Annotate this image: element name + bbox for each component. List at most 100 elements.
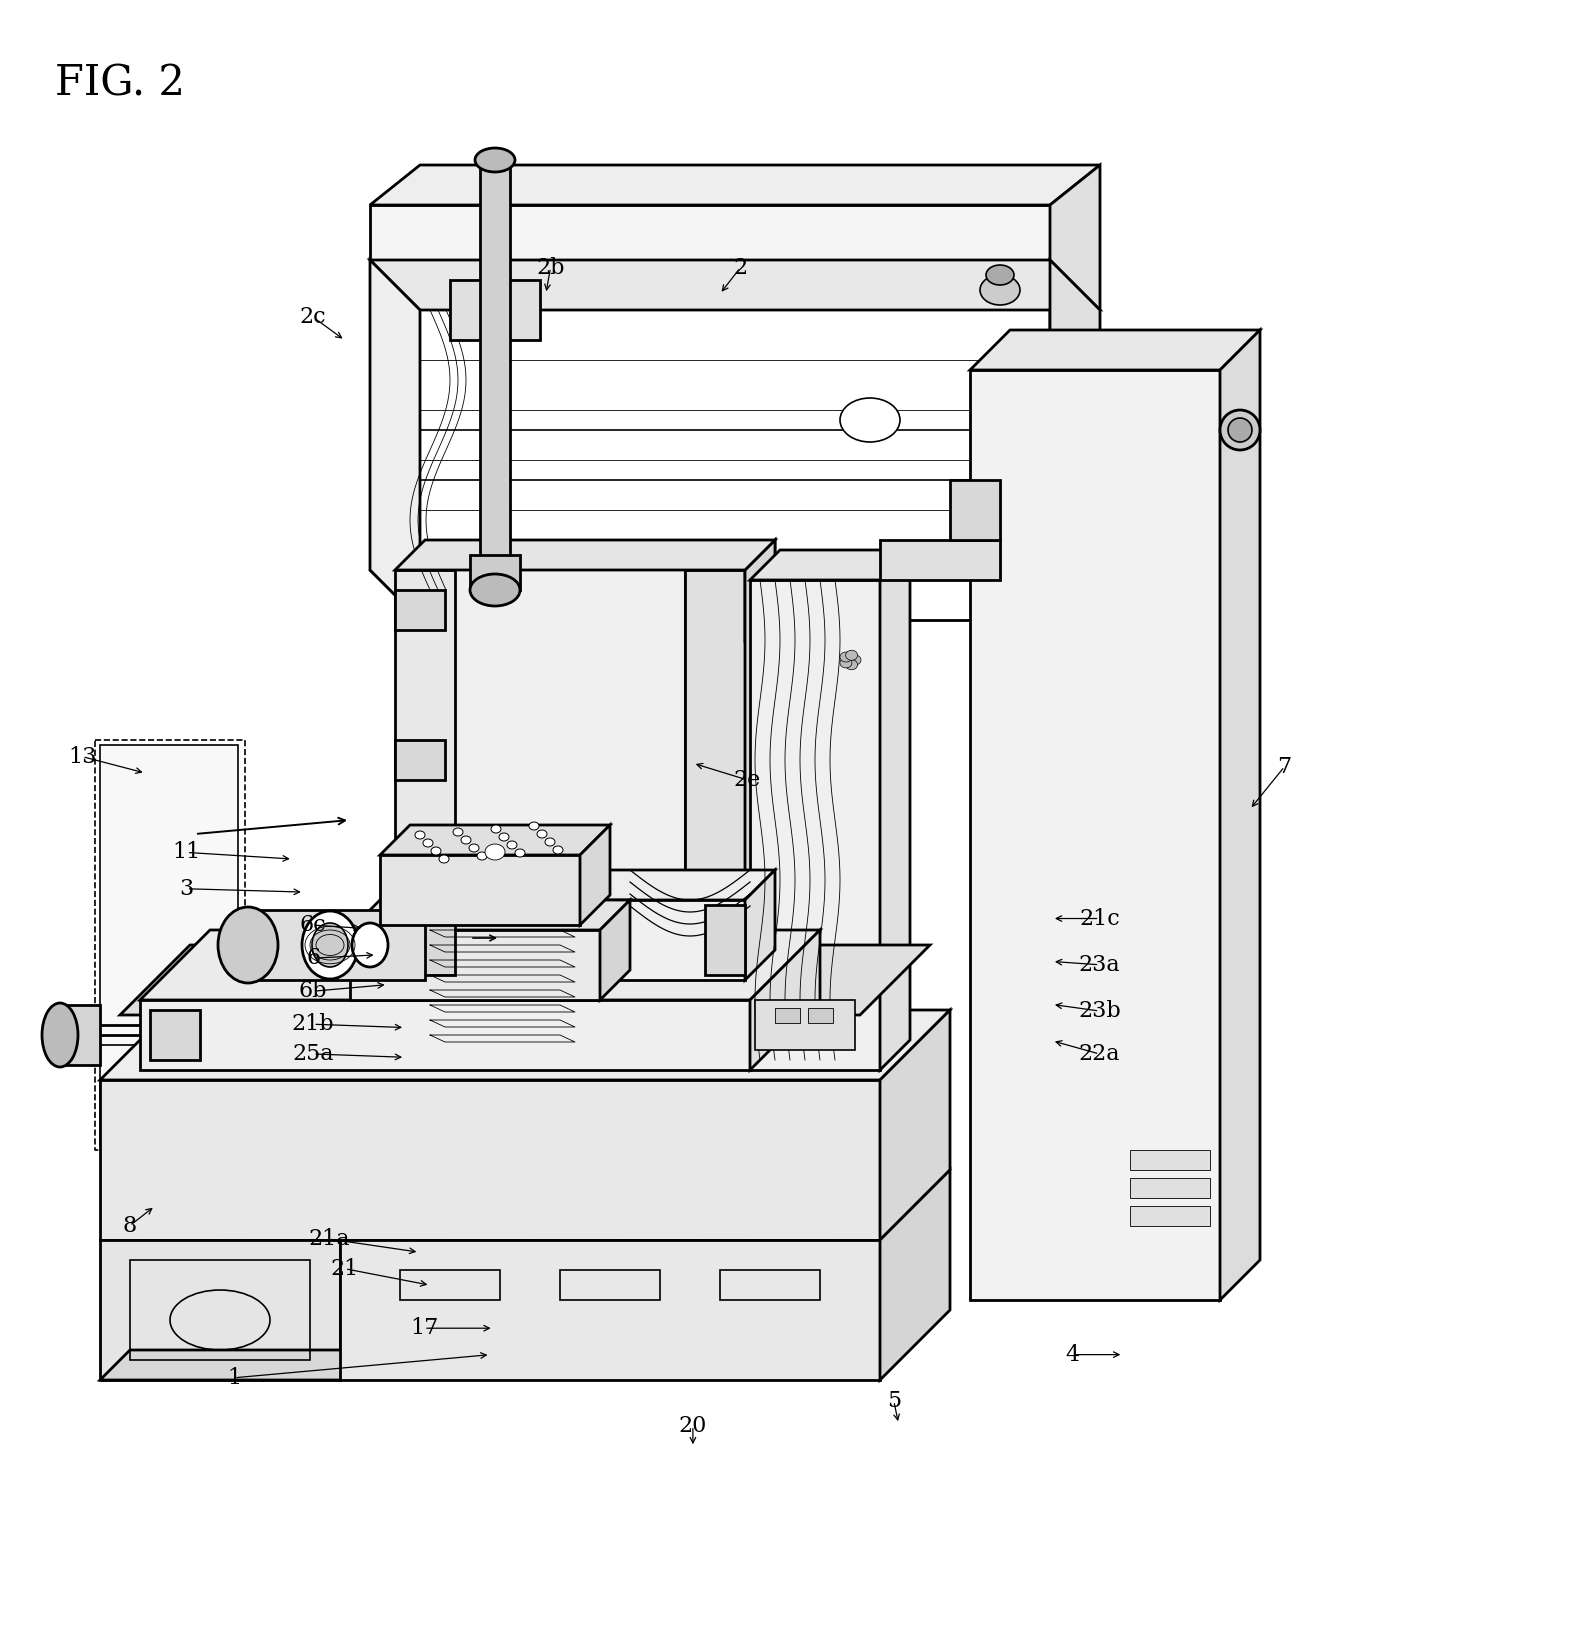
Text: 21: 21 bbox=[331, 1257, 359, 1280]
Text: 21a: 21a bbox=[308, 1227, 350, 1251]
Ellipse shape bbox=[850, 654, 861, 666]
Polygon shape bbox=[750, 580, 880, 1070]
Ellipse shape bbox=[302, 910, 358, 980]
Text: 2e: 2e bbox=[732, 768, 761, 791]
Polygon shape bbox=[951, 481, 1000, 540]
Ellipse shape bbox=[554, 846, 563, 854]
Text: 21b: 21b bbox=[293, 1013, 334, 1036]
Ellipse shape bbox=[546, 838, 555, 846]
Text: 6c: 6c bbox=[301, 914, 326, 937]
Polygon shape bbox=[600, 900, 630, 999]
Ellipse shape bbox=[353, 923, 388, 966]
Ellipse shape bbox=[470, 573, 520, 606]
Ellipse shape bbox=[414, 831, 426, 839]
Text: 3: 3 bbox=[179, 877, 195, 900]
Polygon shape bbox=[340, 1241, 880, 1379]
Ellipse shape bbox=[846, 651, 857, 661]
Polygon shape bbox=[1130, 1150, 1210, 1170]
Text: 2c: 2c bbox=[301, 306, 326, 329]
Polygon shape bbox=[880, 550, 910, 1070]
Polygon shape bbox=[745, 871, 775, 980]
Ellipse shape bbox=[845, 659, 857, 669]
Text: 21c: 21c bbox=[1079, 907, 1120, 930]
Text: 2b: 2b bbox=[536, 256, 565, 279]
Polygon shape bbox=[380, 856, 581, 925]
Text: 5: 5 bbox=[888, 1389, 900, 1412]
Polygon shape bbox=[100, 1241, 340, 1379]
Ellipse shape bbox=[43, 1003, 78, 1067]
Ellipse shape bbox=[478, 852, 487, 861]
Polygon shape bbox=[100, 1080, 880, 1241]
Ellipse shape bbox=[986, 264, 1014, 286]
Text: 8: 8 bbox=[122, 1214, 138, 1237]
Polygon shape bbox=[139, 1241, 220, 1310]
Polygon shape bbox=[139, 999, 750, 1070]
Polygon shape bbox=[745, 540, 775, 639]
Polygon shape bbox=[250, 1241, 331, 1310]
Polygon shape bbox=[449, 1241, 530, 1310]
Polygon shape bbox=[456, 570, 685, 1100]
Polygon shape bbox=[755, 999, 854, 1051]
Ellipse shape bbox=[460, 836, 471, 844]
Ellipse shape bbox=[979, 274, 1020, 306]
Polygon shape bbox=[620, 1241, 699, 1310]
Polygon shape bbox=[750, 930, 819, 1070]
Polygon shape bbox=[396, 740, 445, 780]
Ellipse shape bbox=[218, 907, 278, 983]
Polygon shape bbox=[1050, 259, 1099, 620]
Ellipse shape bbox=[312, 923, 348, 966]
Polygon shape bbox=[581, 824, 611, 925]
Ellipse shape bbox=[1228, 418, 1251, 443]
Ellipse shape bbox=[490, 824, 501, 833]
Polygon shape bbox=[100, 745, 237, 1145]
Polygon shape bbox=[396, 540, 775, 570]
Polygon shape bbox=[60, 1004, 100, 1066]
Text: 22a: 22a bbox=[1079, 1042, 1120, 1066]
Polygon shape bbox=[1220, 330, 1259, 1300]
Text: 2: 2 bbox=[734, 256, 747, 279]
Text: 7: 7 bbox=[1278, 755, 1291, 778]
Polygon shape bbox=[380, 824, 611, 856]
Polygon shape bbox=[706, 905, 745, 975]
Ellipse shape bbox=[452, 828, 464, 836]
Bar bbox=[808, 1008, 834, 1023]
Polygon shape bbox=[414, 905, 456, 975]
Polygon shape bbox=[449, 279, 539, 340]
Ellipse shape bbox=[506, 841, 517, 849]
Polygon shape bbox=[396, 590, 445, 629]
Polygon shape bbox=[479, 160, 509, 565]
Polygon shape bbox=[120, 945, 930, 1014]
Polygon shape bbox=[1050, 165, 1099, 350]
Ellipse shape bbox=[840, 653, 853, 662]
Polygon shape bbox=[370, 259, 419, 620]
Ellipse shape bbox=[468, 844, 479, 852]
Polygon shape bbox=[370, 205, 1050, 259]
Polygon shape bbox=[414, 871, 775, 900]
Ellipse shape bbox=[516, 849, 525, 857]
Text: 1: 1 bbox=[228, 1366, 240, 1389]
Polygon shape bbox=[750, 1241, 831, 1310]
Ellipse shape bbox=[430, 847, 441, 856]
Text: 11: 11 bbox=[172, 841, 201, 864]
Polygon shape bbox=[100, 1350, 370, 1379]
Text: 13: 13 bbox=[68, 745, 97, 768]
Ellipse shape bbox=[438, 856, 449, 862]
Polygon shape bbox=[880, 1170, 951, 1379]
Polygon shape bbox=[100, 1009, 951, 1080]
Polygon shape bbox=[370, 259, 1099, 311]
Polygon shape bbox=[750, 550, 910, 580]
Polygon shape bbox=[880, 1009, 951, 1241]
Ellipse shape bbox=[422, 839, 433, 847]
Ellipse shape bbox=[536, 829, 547, 838]
Text: 20: 20 bbox=[679, 1414, 707, 1437]
Bar bbox=[775, 1008, 800, 1023]
Ellipse shape bbox=[840, 398, 900, 443]
Polygon shape bbox=[970, 330, 1259, 370]
Text: 6: 6 bbox=[307, 947, 320, 970]
Text: 4: 4 bbox=[1066, 1343, 1079, 1366]
Text: 23a: 23a bbox=[1079, 953, 1120, 976]
Text: 17: 17 bbox=[410, 1317, 438, 1340]
Polygon shape bbox=[745, 540, 775, 1100]
Ellipse shape bbox=[486, 844, 505, 861]
Polygon shape bbox=[370, 165, 1099, 205]
